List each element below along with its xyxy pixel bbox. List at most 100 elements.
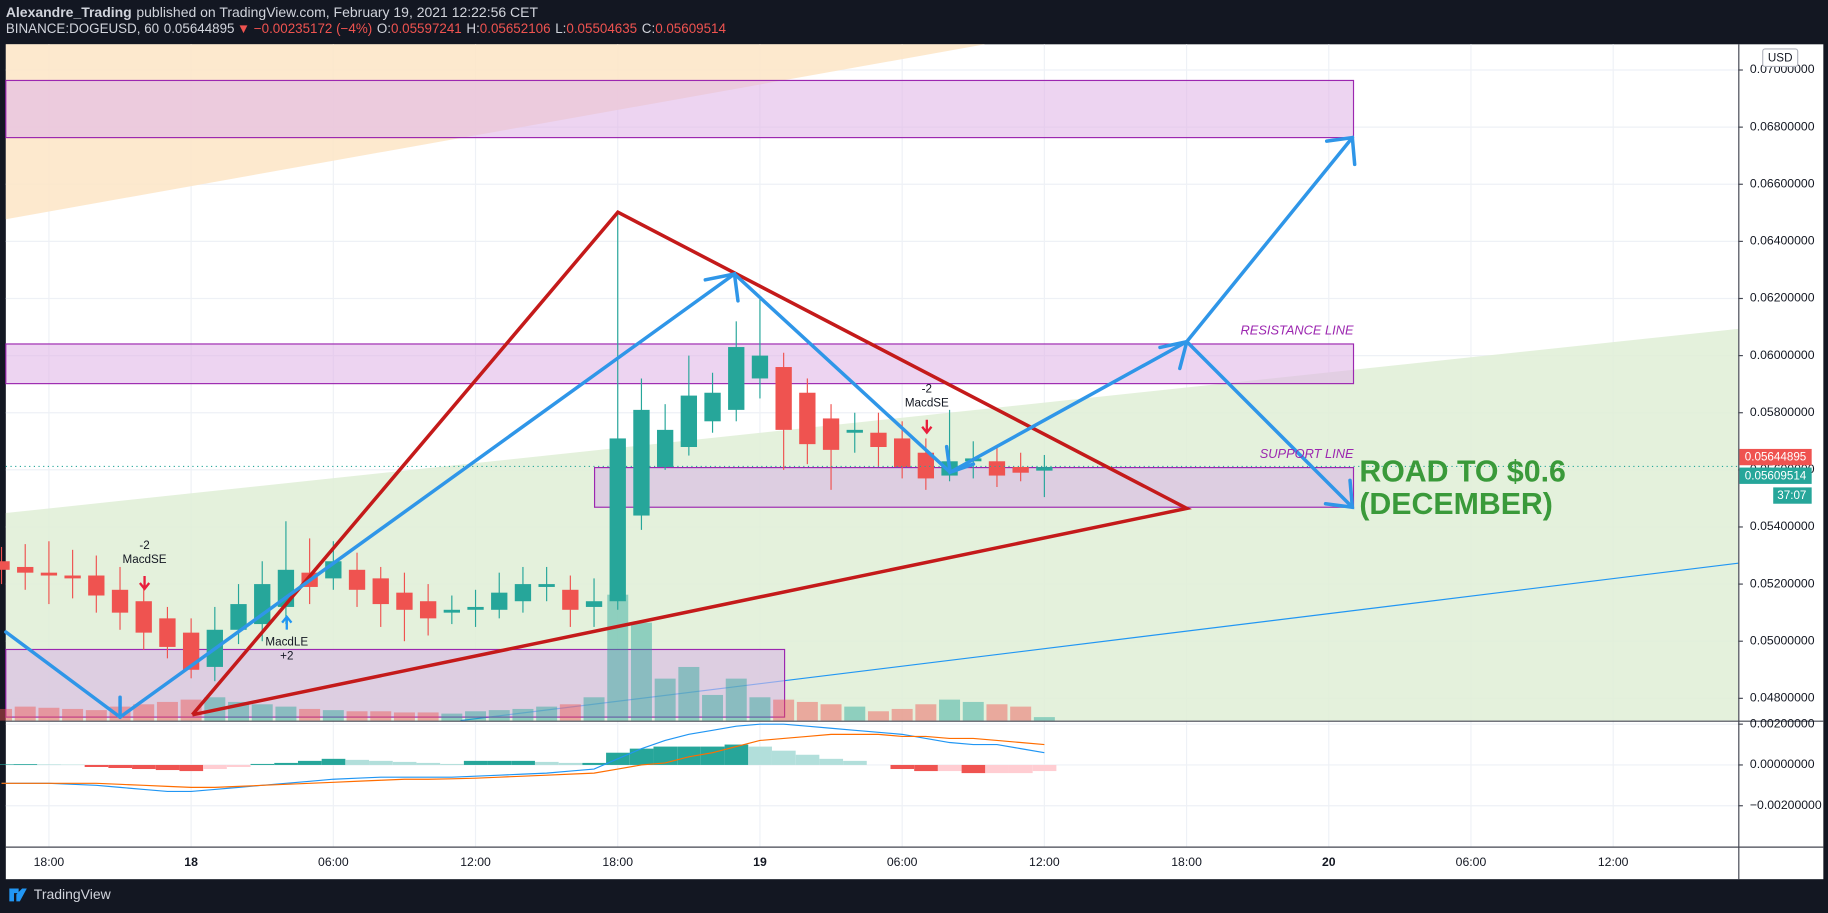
volume-bar bbox=[299, 708, 321, 721]
volume-bar bbox=[725, 678, 747, 721]
candle-body bbox=[751, 355, 769, 379]
volume-bar bbox=[630, 622, 652, 721]
candle-body bbox=[514, 584, 532, 602]
candle-body bbox=[64, 575, 81, 579]
volume-bar bbox=[85, 710, 107, 721]
histogram-bar bbox=[795, 754, 820, 765]
volume-bar bbox=[62, 708, 84, 721]
histogram-bar bbox=[1009, 764, 1033, 774]
volume-bar bbox=[346, 711, 368, 721]
resistance-zone bbox=[5, 343, 1355, 385]
path-down bbox=[1185, 339, 1355, 509]
volume-bar bbox=[915, 704, 937, 721]
histogram-bar bbox=[321, 758, 346, 765]
candle-body bbox=[491, 592, 508, 610]
histogram-bar bbox=[819, 758, 844, 765]
l-value: 0.05504635 bbox=[566, 21, 637, 36]
signal-qty: +2 bbox=[280, 650, 293, 663]
volume-bar bbox=[773, 699, 795, 721]
target-zone bbox=[5, 79, 1355, 139]
published: published on TradingView.com, February 1… bbox=[136, 4, 538, 20]
o-value: 0.05597241 bbox=[391, 21, 462, 36]
support-label: SUPPORT LINE bbox=[1260, 446, 1354, 461]
candle-body bbox=[396, 592, 413, 610]
arrow-head bbox=[1158, 339, 1190, 371]
y-tick-label: −0.00200000 bbox=[1750, 798, 1822, 812]
candle-body bbox=[230, 604, 247, 630]
candle-body bbox=[846, 429, 863, 433]
y-tick-label: 0.06200000 bbox=[1750, 291, 1815, 305]
candle-body bbox=[562, 589, 579, 610]
histogram-bar bbox=[1032, 764, 1057, 772]
volume bbox=[0, 594, 1055, 721]
volume-bar bbox=[417, 712, 439, 721]
x-tick-label: 12:00 bbox=[1598, 855, 1629, 869]
volume-bar bbox=[441, 713, 463, 721]
candle-body bbox=[680, 395, 698, 448]
y-tick-label: 0.05800000 bbox=[1750, 405, 1815, 419]
author: Alexandre_Trading bbox=[6, 4, 132, 20]
volume-bar bbox=[607, 594, 629, 721]
volume-bar bbox=[393, 712, 415, 721]
volume-bar bbox=[891, 708, 913, 721]
candle-body bbox=[159, 618, 176, 647]
signal-line bbox=[1, 733, 1045, 788]
histogram-bar bbox=[416, 762, 441, 765]
volume-bar bbox=[1033, 717, 1055, 721]
histogram-bar bbox=[108, 764, 133, 769]
candle-body bbox=[633, 409, 650, 516]
candle-body bbox=[111, 589, 129, 613]
last-price: 0.05644895 bbox=[1745, 451, 1806, 464]
arrow-head bbox=[1323, 478, 1355, 510]
histogram-bar bbox=[582, 762, 607, 765]
y-tick-label: 0.00000000 bbox=[1750, 757, 1815, 771]
histogram-bar bbox=[677, 746, 701, 765]
y-tick-label: 0.05400000 bbox=[1750, 519, 1815, 533]
histogram-bar bbox=[13, 764, 38, 765]
h-label: H: bbox=[466, 21, 479, 36]
volume-bar bbox=[536, 706, 558, 721]
candle-body bbox=[609, 438, 626, 602]
candle-body bbox=[254, 584, 271, 625]
candle-body bbox=[538, 584, 555, 587]
candle-body bbox=[988, 461, 1006, 476]
volume-bar bbox=[465, 711, 487, 721]
histogram-bar bbox=[203, 764, 227, 770]
volume-bar bbox=[488, 710, 510, 721]
y-tick-label: 0.06800000 bbox=[1750, 119, 1815, 133]
candle-body bbox=[182, 632, 200, 670]
histogram-bar bbox=[629, 748, 654, 765]
countdown-tag bbox=[1773, 487, 1812, 504]
header-line: Alexandre_Trading published on TradingVie… bbox=[6, 4, 539, 20]
price: 0.05644895 bbox=[164, 21, 235, 36]
volume-bar bbox=[986, 704, 1008, 721]
triangle-lines bbox=[191, 210, 1192, 717]
signal-label: MacdSE bbox=[123, 553, 167, 566]
y-tick-label: 0.04800000 bbox=[1750, 691, 1815, 705]
macd-pane bbox=[0, 723, 1057, 793]
x-tick-label: 18:00 bbox=[602, 855, 633, 869]
candle-body bbox=[893, 438, 911, 467]
histogram-bar bbox=[392, 761, 417, 765]
arrow-head bbox=[703, 271, 740, 303]
histogram-bar bbox=[914, 764, 938, 772]
x-tick-label: 06:00 bbox=[318, 855, 349, 869]
x-tick-label: 19 bbox=[753, 855, 767, 869]
histogram-bar bbox=[771, 750, 796, 765]
symbol-line: BINANCE:DOGEUSD, 60 0.05644895 ▼ −0.002351… bbox=[6, 21, 727, 36]
candle-body bbox=[419, 601, 437, 619]
month-label: (DECEMBER) bbox=[1359, 488, 1553, 521]
x-tick-label: 12:00 bbox=[1029, 855, 1060, 869]
candle-body bbox=[728, 347, 745, 410]
x-tick-label: 18:00 bbox=[34, 855, 65, 869]
x-tick-label: 20 bbox=[1322, 855, 1336, 869]
y-tick-label: 0.00200000 bbox=[1750, 716, 1815, 730]
volume-bar bbox=[133, 704, 155, 721]
triangle bbox=[191, 210, 1192, 717]
sell-arrow bbox=[138, 576, 151, 591]
volume-bar bbox=[962, 701, 984, 721]
volume-bar bbox=[678, 666, 700, 721]
candle-body bbox=[656, 429, 674, 467]
countdown: 37:07 bbox=[1777, 489, 1806, 502]
